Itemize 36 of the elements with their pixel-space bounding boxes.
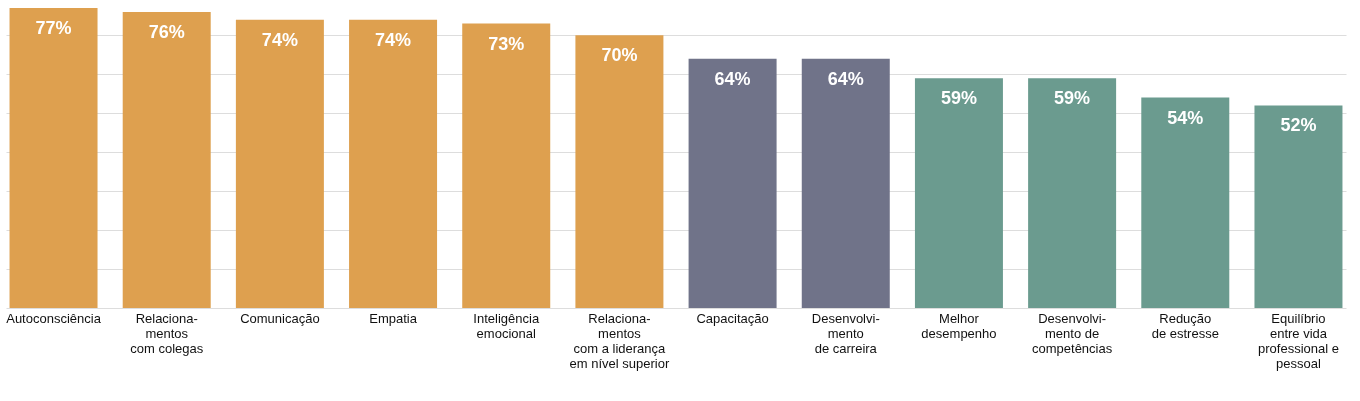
- x-tick-label: Relaciona- mentos com a liderança em nível superior: [569, 310, 670, 371]
- bar: [914, 78, 1003, 308]
- bar: [801, 58, 890, 308]
- bar: [1141, 97, 1230, 308]
- x-tick-label: Melhor desempenho: [921, 310, 997, 341]
- x-tick-label: Relaciona- mentos com colegas: [130, 310, 204, 356]
- data-label: 64%: [827, 68, 864, 89]
- bar: [575, 35, 664, 308]
- data-label: 54%: [1167, 107, 1204, 128]
- data-label: 76%: [148, 21, 185, 42]
- data-label: 70%: [601, 45, 638, 66]
- x-tick-label: Desenvolvi- mento de carreira: [811, 310, 880, 356]
- bar: [1028, 78, 1117, 308]
- x-tick-label: Equilíbrio entre vida professional e pessoal: [1257, 310, 1339, 371]
- x-tick-label: Redução de estresse: [1151, 310, 1219, 341]
- data-label: 73%: [488, 33, 525, 54]
- x-tick-label: Capacitação: [696, 310, 769, 326]
- data-label: 74%: [375, 29, 412, 50]
- data-label: 77%: [35, 18, 72, 38]
- bar: [688, 58, 777, 308]
- x-tick-label: Comunicação: [240, 310, 320, 326]
- data-label: 59%: [1054, 88, 1091, 109]
- data-label: 64%: [714, 68, 751, 89]
- bar: [349, 19, 438, 308]
- x-tick-label: Desenvolvi- mento de competências: [1032, 310, 1113, 356]
- bar: [1254, 105, 1343, 308]
- data-label: 59%: [940, 88, 977, 109]
- x-tick-label: Autoconsciência: [6, 310, 102, 326]
- bar: [122, 11, 211, 308]
- bar: [9, 8, 98, 308]
- bar: [462, 23, 551, 308]
- x-tick-label: Empatia: [369, 310, 418, 326]
- x-tick-label: Inteligência emocional: [473, 310, 540, 341]
- data-label: 74%: [261, 29, 298, 50]
- bar: [235, 19, 324, 308]
- data-label: 52%: [1280, 115, 1317, 136]
